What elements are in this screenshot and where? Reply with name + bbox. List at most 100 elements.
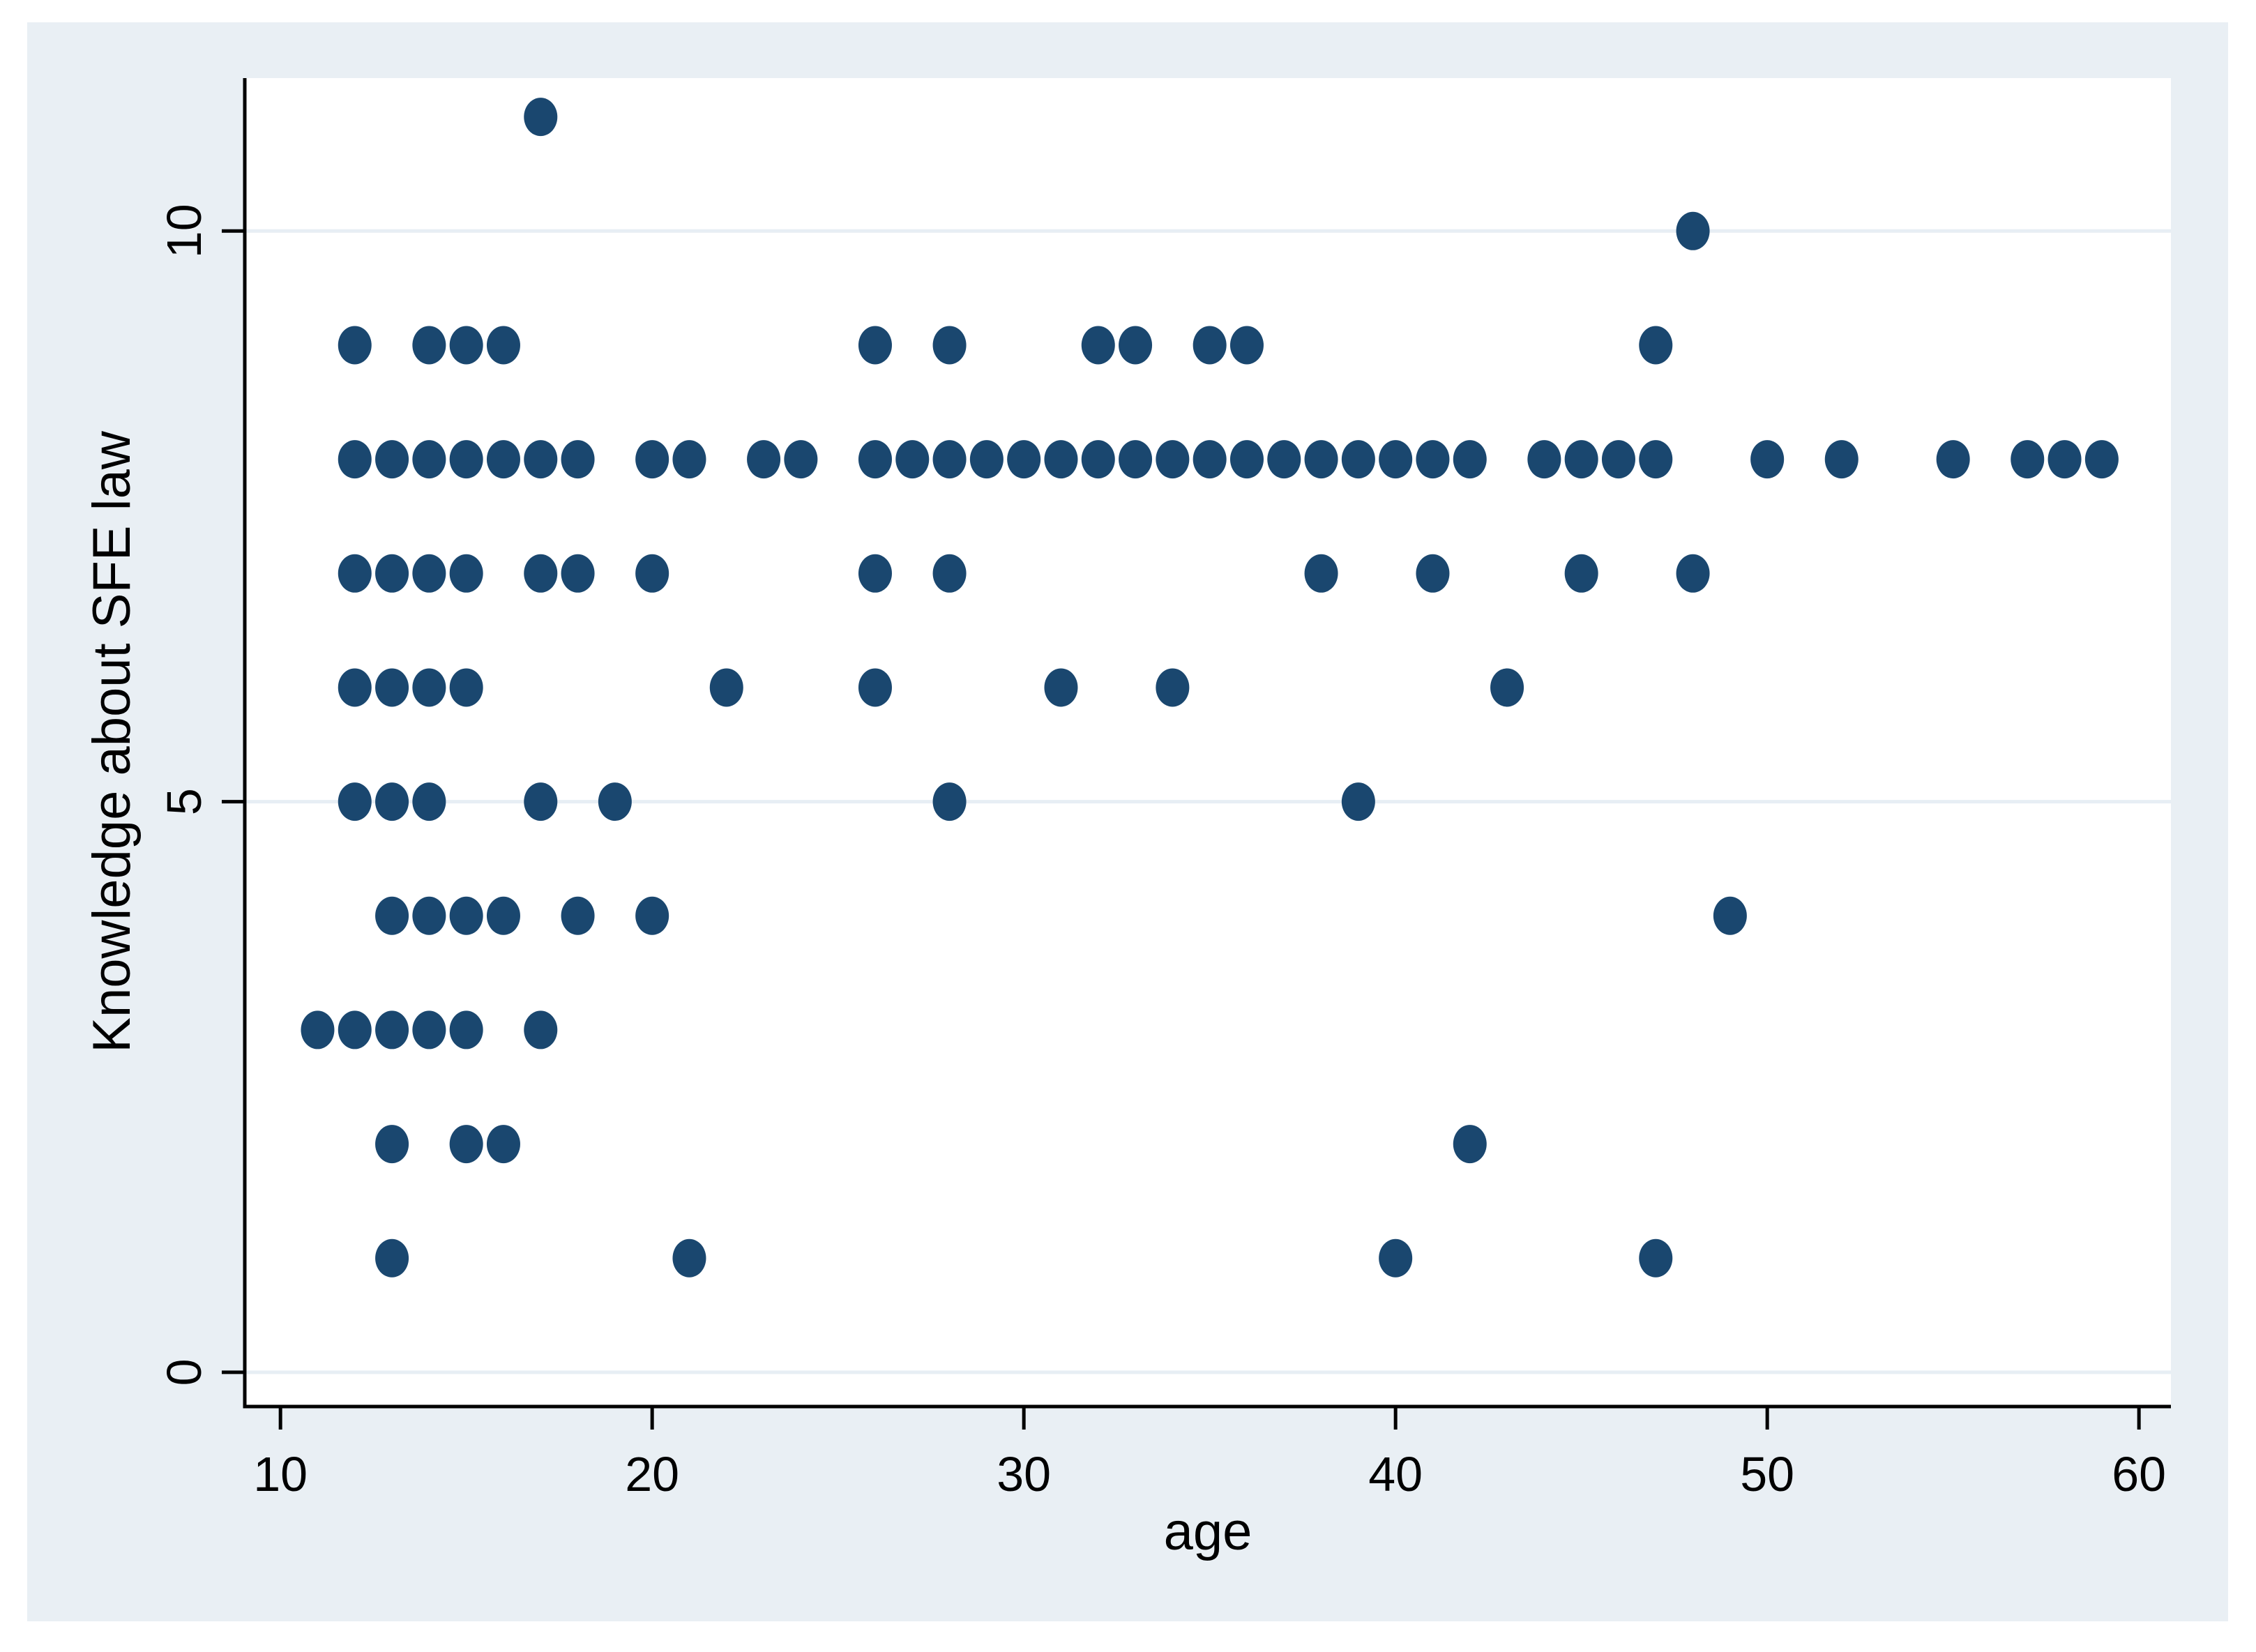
- x-tick-label: 20: [625, 1447, 679, 1501]
- data-point: [338, 668, 372, 707]
- data-point: [561, 554, 595, 593]
- data-point: [301, 1010, 335, 1049]
- data-point: [375, 782, 409, 821]
- data-point: [412, 668, 446, 707]
- data-point: [895, 440, 930, 479]
- x-axis: 10 20 30 40 50 60: [243, 1404, 2171, 1501]
- data-point: [672, 1238, 706, 1278]
- data-points: [301, 98, 2119, 1278]
- x-tick-label: 40: [1368, 1447, 1423, 1501]
- data-point: [449, 668, 483, 707]
- data-point: [1341, 782, 1375, 821]
- data-point: [1119, 440, 1153, 479]
- data-point: [1267, 440, 1301, 479]
- data-point: [1527, 440, 1561, 479]
- data-point: [784, 440, 818, 479]
- data-point: [932, 440, 967, 479]
- data-point: [1081, 326, 1115, 365]
- data-point: [1564, 554, 1598, 593]
- data-point: [1453, 1125, 1487, 1164]
- x-axis-title: age: [1164, 1502, 1252, 1561]
- data-point: [2047, 440, 2082, 479]
- data-point: [747, 440, 781, 479]
- data-point: [858, 554, 892, 593]
- data-point: [375, 1010, 409, 1049]
- data-point: [486, 1125, 520, 1164]
- data-point: [1824, 440, 1858, 479]
- x-tick-label: 30: [997, 1447, 1051, 1501]
- data-point: [2084, 440, 2119, 479]
- data-point: [486, 326, 520, 365]
- data-point: [1044, 440, 1078, 479]
- data-point: [1676, 554, 1710, 593]
- data-point: [449, 1010, 483, 1049]
- data-point: [375, 554, 409, 593]
- data-point: [338, 554, 372, 593]
- data-point: [1379, 440, 1413, 479]
- data-point: [412, 896, 446, 935]
- data-point: [1229, 440, 1264, 479]
- x-tick-label: 50: [1740, 1447, 1794, 1501]
- data-point: [1639, 440, 1673, 479]
- data-point: [412, 440, 446, 479]
- data-point: [932, 782, 967, 821]
- data-point: [486, 440, 520, 479]
- data-point: [1564, 440, 1598, 479]
- data-point: [1007, 440, 1041, 479]
- data-point: [1416, 440, 1450, 479]
- y-tick-label: 10: [157, 204, 211, 258]
- y-axis-title: Knowledge about SFE law: [82, 430, 142, 1053]
- data-point: [1119, 326, 1153, 365]
- data-point: [412, 554, 446, 593]
- data-point: [1379, 1238, 1413, 1278]
- data-point: [449, 896, 483, 935]
- data-point: [449, 1125, 483, 1164]
- data-point: [375, 1238, 409, 1278]
- data-point: [858, 326, 892, 365]
- data-point: [932, 326, 967, 365]
- data-point: [1639, 326, 1673, 365]
- x-tick-label: 10: [253, 1447, 308, 1501]
- data-point: [1304, 554, 1338, 593]
- data-point: [375, 1125, 409, 1164]
- data-point: [375, 896, 409, 935]
- y-tick-label: 0: [157, 1358, 211, 1386]
- y-tick-label: 5: [157, 788, 211, 815]
- data-point: [1601, 440, 1635, 479]
- data-point: [1639, 1238, 1673, 1278]
- data-point: [412, 326, 446, 365]
- gridlines: [246, 229, 2171, 1374]
- data-point: [1453, 440, 1487, 479]
- data-point: [1193, 326, 1227, 365]
- data-point: [1713, 896, 1747, 935]
- data-point: [524, 440, 558, 479]
- data-point: [524, 554, 558, 593]
- data-point: [1490, 668, 1524, 707]
- data-point: [1750, 440, 1785, 479]
- data-point: [635, 440, 669, 479]
- data-point: [486, 896, 520, 935]
- data-point: [561, 440, 595, 479]
- data-point: [1081, 440, 1115, 479]
- data-point: [1193, 440, 1227, 479]
- data-point: [1304, 440, 1338, 479]
- data-point: [1044, 668, 1078, 707]
- plot-area: [245, 78, 2171, 1407]
- data-point: [1341, 440, 1375, 479]
- data-point: [375, 668, 409, 707]
- data-point: [524, 98, 558, 137]
- data-point: [338, 782, 372, 821]
- data-point: [524, 782, 558, 821]
- data-point: [969, 440, 1004, 479]
- data-point: [2011, 440, 2045, 479]
- data-point: [561, 896, 595, 935]
- data-point: [375, 440, 409, 479]
- data-point: [932, 554, 967, 593]
- data-point: [338, 440, 372, 479]
- data-point: [1156, 440, 1190, 479]
- data-point: [1156, 668, 1190, 707]
- data-point: [449, 326, 483, 365]
- data-point: [858, 440, 892, 479]
